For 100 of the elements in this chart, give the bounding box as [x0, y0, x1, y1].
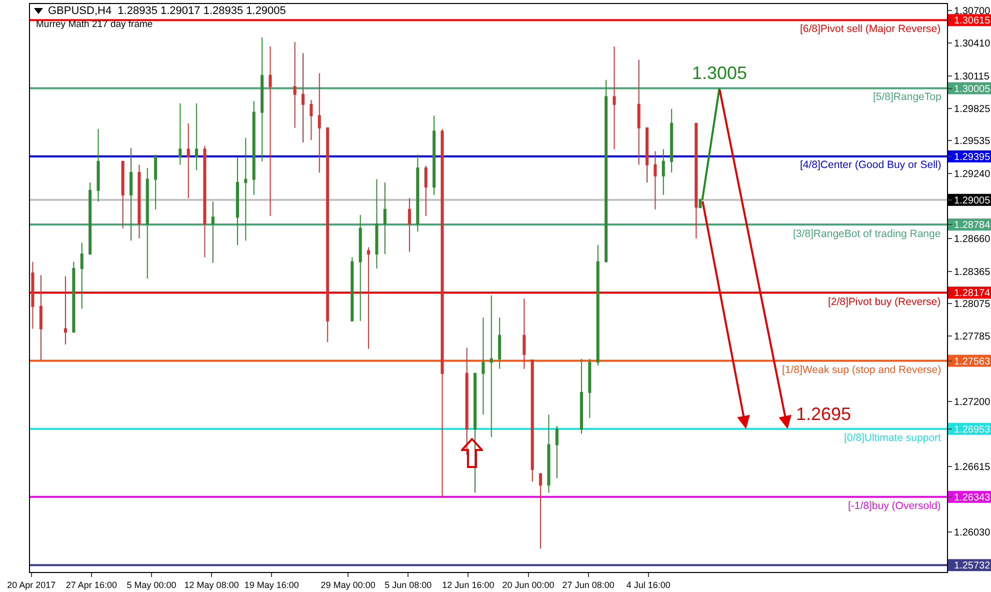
candlestick: [383, 182, 386, 254]
candlestick: [260, 36, 264, 162]
candlestick: [416, 154, 420, 232]
candlestick: [662, 148, 665, 196]
candlestick: [588, 358, 592, 418]
candlestick: [88, 182, 92, 254]
candlestick: [178, 102, 182, 166]
candlestick: [318, 72, 321, 173]
candlestick: [39, 274, 42, 360]
y-tick-label: 1.28784: [954, 220, 991, 231]
candlestick: [375, 178, 378, 269]
y-tick-label: 1.26030: [954, 527, 991, 538]
candlestick: [646, 127, 649, 184]
candlestick: [138, 164, 141, 239]
x-tick-label: 29 May 00:00: [320, 580, 376, 590]
y-tick-label: 1.26343: [954, 492, 991, 504]
x-tick-label: 4 Jul 16:00: [626, 580, 670, 590]
candlestick: [367, 246, 370, 350]
y-tick-label: 1.29005: [954, 195, 991, 206]
candlestick: [64, 276, 67, 345]
candlestick: [530, 359, 534, 482]
candlestick: [31, 261, 34, 330]
y-tick-label: 1.30005: [954, 84, 991, 95]
x-tick-label: 27 Apr 16:00: [66, 580, 117, 590]
candlestick: [482, 317, 485, 416]
chart-title: GBPUSD,H4 1.28935 1.29017 1.28935 1.29005: [48, 5, 286, 17]
y-tick-label: 1.30410: [954, 38, 991, 50]
y-tick-label: 1.26615: [954, 462, 991, 474]
candlestick: [211, 201, 214, 264]
candlestick: [604, 79, 608, 262]
ref-line-label: [5/8]RangeTop: [873, 91, 942, 103]
y-tick-label: 1.29395: [954, 152, 991, 163]
candlestick: [596, 244, 600, 366]
ref-line-label: [0/8]Ultimate support: [844, 432, 941, 444]
candlestick: [654, 150, 657, 210]
y-tick-label: 1.28174: [954, 288, 991, 300]
y-tick-label: 1.27200: [954, 396, 991, 408]
y-tick-label: 1.29535: [954, 136, 991, 148]
candlestick: [580, 358, 583, 434]
x-tick-label: 12 May 08:00: [184, 580, 239, 590]
y-tick-label: 1.29825: [954, 104, 991, 115]
annotation: 1.2695: [796, 404, 852, 424]
ref-line-label: [2/8]Pivot buy (Reverse): [828, 296, 941, 308]
candlestick: [72, 261, 76, 333]
candlestick: [424, 165, 428, 217]
ref-line-label: [6/8]Pivot sell (Major Reverse): [800, 23, 941, 35]
x-tick-label: 20 Jun 00:00: [502, 580, 554, 590]
y-tick-label: 1.28365: [954, 266, 991, 278]
y-tick-label: 1.26953: [954, 424, 991, 436]
candlestick: [203, 145, 206, 258]
candlestick: [268, 46, 272, 217]
candlestick: [146, 168, 149, 280]
candlestick: [522, 298, 526, 370]
candlestick: [698, 198, 702, 208]
candlestick: [612, 46, 616, 150]
ref-line-label: [1/8]Weak sup (stop and Reverse): [782, 364, 942, 376]
candlestick: [130, 147, 133, 242]
candlestick: [555, 425, 558, 479]
x-tick-label: 12 Jun 16:00: [442, 580, 494, 590]
candlestick: [326, 127, 330, 343]
candlestick: [670, 108, 674, 173]
x-tick-label: 5 May 00:00: [126, 580, 176, 590]
y-tick-label: 1.30615: [954, 16, 991, 27]
candlestick: [474, 372, 477, 494]
candlestick: [408, 198, 411, 252]
candlestick: [358, 214, 362, 322]
candlestick: [350, 256, 354, 322]
y-tick-label: 1.30115: [954, 71, 990, 82]
candlestick: [236, 156, 239, 246]
ref-line-label: [3/8]RangeBot of trading Range: [793, 228, 941, 240]
y-tick-label: 1.28075: [954, 299, 991, 310]
candlestick: [490, 294, 493, 438]
candlestick: [498, 317, 502, 370]
candlestick: [121, 160, 124, 229]
candlestick: [432, 115, 436, 196]
y-tick-label: 1.25732: [954, 560, 991, 572]
candlestick: [694, 122, 698, 239]
candlestick: [637, 59, 640, 166]
candlestick: [547, 414, 550, 494]
candlestick: [440, 128, 444, 498]
text: Murrey Math 217 day frame: [36, 19, 153, 30]
candlestick: [293, 41, 296, 128]
candlestick: [252, 100, 256, 196]
candlestick: [96, 128, 100, 202]
y-tick-label: 1.27785: [954, 331, 991, 342]
candlestick: [195, 102, 198, 171]
candlestick: [154, 154, 158, 210]
x-tick-label: 19 May 16:00: [244, 580, 299, 590]
y-tick-label: 1.29240: [954, 169, 991, 180]
ref-line-label: [-1/8]buy (Oversold): [848, 500, 941, 512]
candlestick: [244, 137, 248, 242]
candlestick: [80, 242, 84, 310]
x-tick-label: 5 Jun 08:00: [384, 580, 432, 590]
candlestick: [539, 473, 542, 550]
candlestick: [186, 122, 190, 199]
y-tick-label: 1.28660: [954, 234, 991, 245]
x-tick-label: 27 Jun 08:00: [562, 580, 614, 590]
candlestick: [302, 52, 305, 143]
candlestick: [310, 99, 313, 141]
candlestick: [465, 347, 468, 456]
